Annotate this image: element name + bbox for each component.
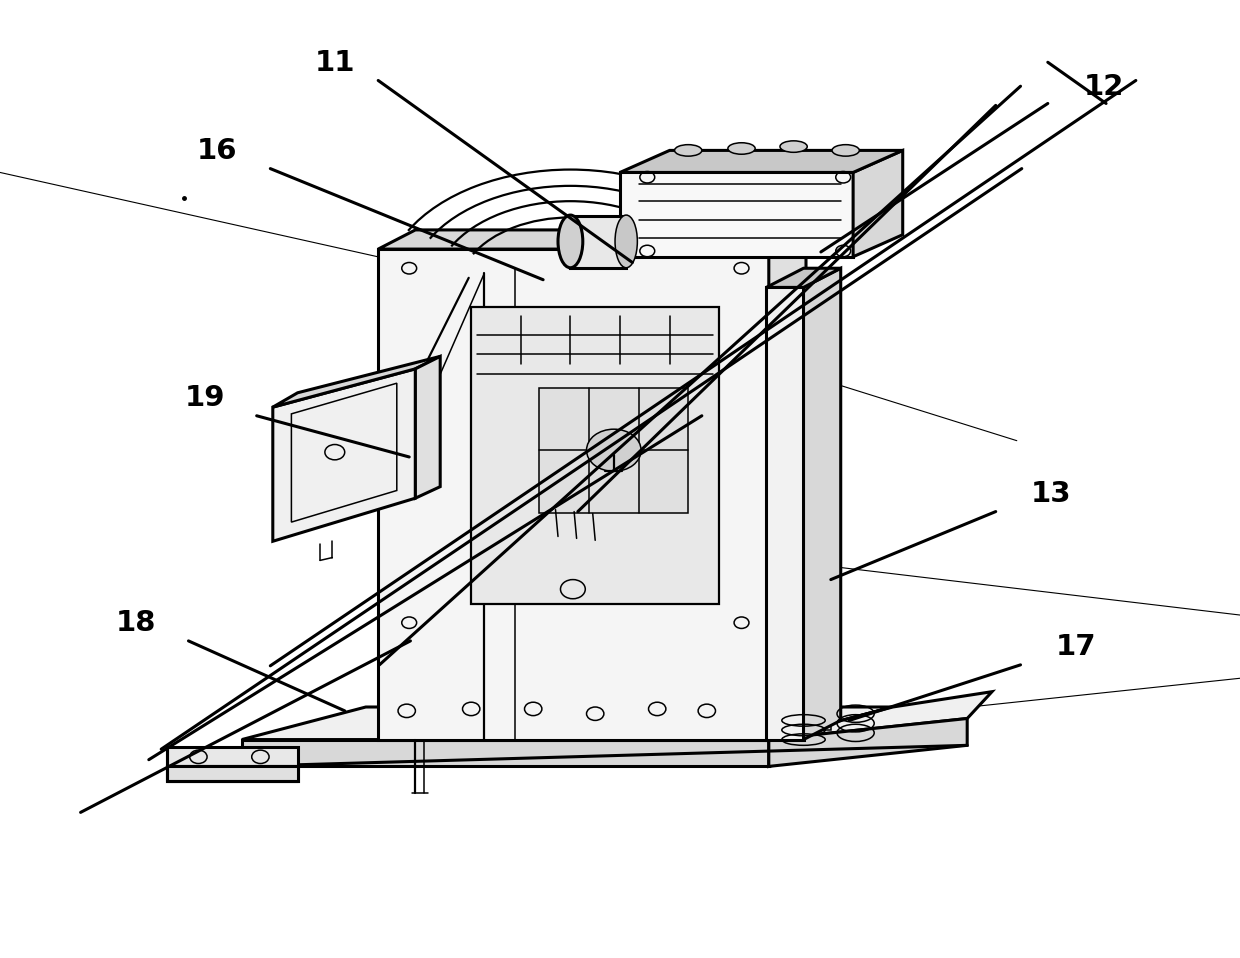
- Text: 11: 11: [315, 49, 355, 77]
- Polygon shape: [539, 388, 688, 513]
- Polygon shape: [766, 268, 841, 287]
- Polygon shape: [769, 707, 893, 766]
- Ellipse shape: [780, 141, 807, 152]
- Polygon shape: [804, 268, 841, 740]
- Polygon shape: [620, 172, 853, 257]
- Polygon shape: [273, 369, 415, 541]
- Ellipse shape: [558, 216, 583, 268]
- Polygon shape: [769, 692, 992, 740]
- Polygon shape: [273, 356, 440, 407]
- Polygon shape: [853, 150, 903, 257]
- Polygon shape: [769, 718, 967, 766]
- Polygon shape: [378, 230, 806, 249]
- Circle shape: [587, 429, 641, 471]
- Polygon shape: [769, 222, 806, 740]
- Polygon shape: [167, 766, 298, 781]
- Text: 19: 19: [185, 384, 224, 412]
- Polygon shape: [415, 356, 440, 498]
- Text: 18: 18: [117, 609, 156, 637]
- Polygon shape: [804, 292, 831, 730]
- Ellipse shape: [675, 145, 702, 156]
- Polygon shape: [570, 216, 626, 268]
- Ellipse shape: [615, 216, 637, 268]
- Text: 16: 16: [197, 137, 237, 165]
- Text: 12: 12: [1084, 73, 1123, 101]
- Polygon shape: [167, 747, 298, 766]
- Ellipse shape: [832, 145, 859, 156]
- Polygon shape: [242, 707, 893, 740]
- Polygon shape: [242, 740, 769, 766]
- Polygon shape: [471, 307, 719, 604]
- Ellipse shape: [728, 143, 755, 154]
- Text: 17: 17: [1056, 633, 1096, 661]
- Polygon shape: [766, 287, 804, 740]
- Polygon shape: [378, 249, 769, 740]
- Polygon shape: [167, 766, 298, 781]
- Text: 13: 13: [1032, 480, 1071, 508]
- Polygon shape: [620, 150, 903, 172]
